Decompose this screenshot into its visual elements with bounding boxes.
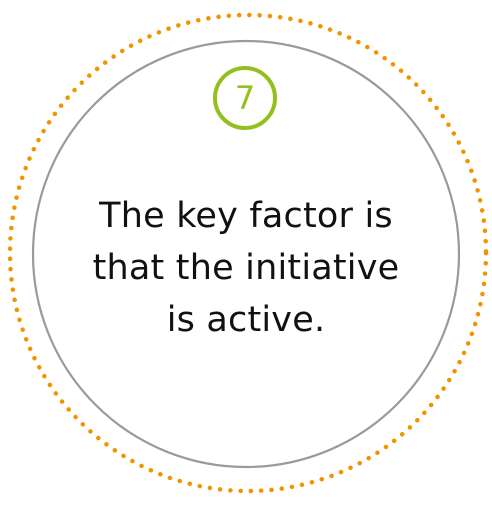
key-message: The key factor is that the initiative is… [90, 190, 402, 346]
message-line-2: that the initiative [92, 248, 400, 288]
message-line-1: The key factor is [99, 196, 393, 236]
step-number: 7 [234, 79, 256, 117]
message-line-3: is active. [166, 300, 326, 340]
outer-dotted-ring [7, 12, 489, 494]
number-badge-ring [213, 66, 277, 130]
inner-ring [31, 39, 461, 469]
